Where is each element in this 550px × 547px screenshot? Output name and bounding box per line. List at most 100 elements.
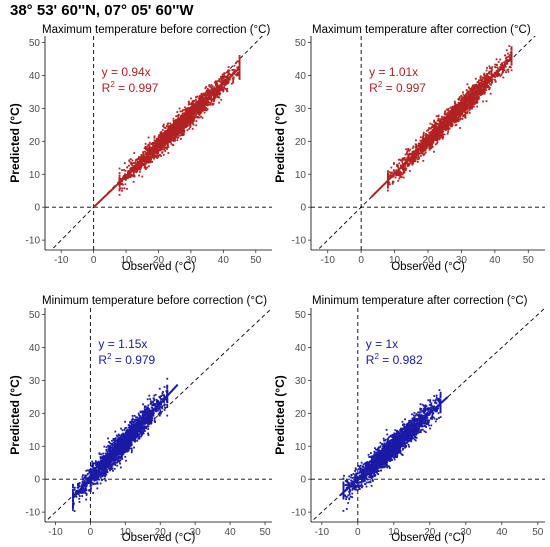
- y-tick-label: -10: [26, 236, 41, 247]
- data-point: [428, 142, 431, 145]
- data-point: [153, 135, 156, 138]
- data-point: [161, 129, 164, 131]
- data-point: [224, 76, 227, 79]
- data-point: [459, 102, 462, 104]
- data-point: [449, 111, 452, 114]
- data-point: [411, 147, 414, 149]
- data-point: [200, 92, 203, 95]
- data-point: [214, 80, 217, 83]
- data-point: [159, 153, 162, 156]
- data-point: [189, 108, 192, 111]
- x-tick-label: 10: [121, 255, 133, 266]
- data-point: [487, 78, 490, 80]
- x-tick-label: 50: [259, 527, 271, 538]
- data-point: [389, 175, 391, 178]
- data-point: [190, 120, 193, 122]
- data-point: [412, 158, 415, 161]
- data-point: [193, 112, 196, 115]
- data-point: [159, 149, 162, 152]
- data-point: [450, 124, 453, 127]
- data-point: [136, 167, 139, 170]
- data-point: [195, 115, 198, 117]
- data-point: [465, 93, 468, 95]
- data-point: [203, 94, 205, 97]
- data-point: [426, 134, 429, 137]
- data-point: [446, 108, 448, 111]
- data-point: [456, 105, 459, 108]
- data-point: [183, 127, 186, 130]
- data-point: [485, 84, 488, 87]
- data-point: [464, 113, 467, 116]
- panel-title: Maximum temperature after correction (°C…: [312, 24, 531, 36]
- data-point: [227, 66, 230, 68]
- data-point: [468, 107, 471, 110]
- data-point: [177, 113, 180, 116]
- data-point: [188, 116, 191, 119]
- data-point: [133, 175, 136, 177]
- data-point: [426, 143, 429, 146]
- data-point: [195, 105, 197, 108]
- data-point: [134, 159, 137, 162]
- data-point: [167, 142, 169, 145]
- data-point: [468, 106, 471, 109]
- data-point: [109, 469, 111, 472]
- data-point: [483, 90, 486, 93]
- data-point: [189, 125, 192, 127]
- data-point: [189, 122, 192, 125]
- data-point: [459, 99, 462, 102]
- data-point: [418, 156, 420, 159]
- data-point: [168, 137, 171, 140]
- data-point: [144, 145, 147, 148]
- data-point: [510, 54, 513, 56]
- data-point: [203, 103, 206, 106]
- data-point: [425, 144, 428, 147]
- data-point: [480, 89, 482, 92]
- data-point: [204, 87, 207, 90]
- data-point: [419, 142, 422, 145]
- data-point: [451, 123, 454, 126]
- data-point: [180, 127, 183, 130]
- data-point: [471, 92, 474, 95]
- data-point: [159, 144, 162, 146]
- data-point: [490, 73, 493, 75]
- data-point: [131, 174, 134, 177]
- data-point: [499, 75, 502, 77]
- data-point: [141, 157, 144, 159]
- data-point: [238, 55, 241, 57]
- data-point: [468, 109, 471, 112]
- data-point: [186, 118, 189, 121]
- data-point: [188, 119, 190, 122]
- data-point: [118, 176, 121, 179]
- data-point: [164, 144, 167, 147]
- data-point: [238, 63, 241, 66]
- data-point: [87, 469, 89, 472]
- data-point: [192, 116, 195, 119]
- data-point: [189, 121, 192, 124]
- data-point: [490, 68, 493, 71]
- data-point: [149, 153, 152, 156]
- data-point: [413, 159, 415, 162]
- data-point: [466, 90, 469, 93]
- data-point: [197, 97, 200, 100]
- data-point: [447, 109, 449, 112]
- data-point: [424, 145, 427, 148]
- data-point: [182, 134, 184, 137]
- data-point: [420, 150, 423, 153]
- data-point: [501, 70, 504, 72]
- y-tick-label: 30: [29, 104, 41, 115]
- data-point: [147, 155, 150, 158]
- data-point: [496, 63, 498, 66]
- data-point: [422, 154, 425, 157]
- data-point: [408, 170, 411, 172]
- data-point: [457, 103, 460, 106]
- data-point: [436, 141, 439, 144]
- data-point: [466, 106, 469, 108]
- data-point: [186, 124, 189, 127]
- data-point: [429, 122, 432, 125]
- data-point: [421, 147, 424, 150]
- data-point: [156, 143, 159, 145]
- y-axis-label: Predicted (°C): [8, 375, 22, 454]
- data-point: [150, 160, 153, 163]
- data-point: [171, 135, 173, 138]
- data-point: [467, 102, 470, 105]
